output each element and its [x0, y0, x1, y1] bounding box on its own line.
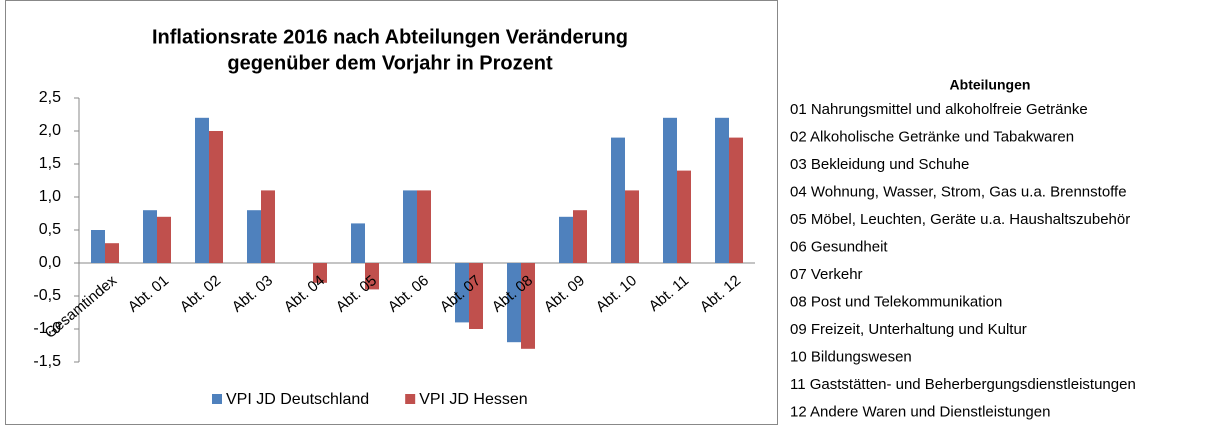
panel-item: 03 Bekleidung und Schuhe: [790, 156, 969, 173]
panel-item: 06 Gesundheit: [790, 238, 888, 255]
y-tick-label: 0,5: [39, 221, 61, 238]
legend-label: VPI JD Deutschland: [226, 391, 369, 408]
panel-item: 12 Andere Waren und Dienstleistungen: [790, 403, 1050, 420]
x-tick-label: Gesamtindex: [41, 272, 120, 342]
x-tick-label: Abt. 01: [125, 272, 172, 316]
x-tick-label: Abt. 05: [333, 272, 380, 316]
panel-item: 04 Wohnung, Wasser, Strom, Gas u.a. Bren…: [790, 183, 1127, 200]
y-tick-label: 1,0: [39, 188, 61, 205]
chart-title: Inflationsrate 2016 nach Abteilungen Ver…: [152, 26, 628, 48]
bar: [143, 210, 157, 263]
panel-item: 05 Möbel, Leuchten, Geräte u.a. Haushalt…: [790, 211, 1130, 228]
x-tick-label: Abt. 02: [177, 272, 224, 316]
bar: [677, 170, 691, 263]
legend-swatch: [405, 394, 416, 404]
bar: [611, 137, 625, 263]
y-tick-label: 2,0: [39, 122, 61, 139]
panel-item: 09 Freizeit, Unterhaltung und Kultur: [790, 321, 1027, 338]
bar: [261, 190, 275, 263]
y-tick-label: 0,0: [39, 254, 61, 271]
x-tick-label: Abt. 12: [697, 272, 744, 316]
bar: [91, 230, 105, 263]
y-tick-label: 1,5: [39, 155, 61, 172]
bar: [351, 223, 365, 263]
bar: [157, 216, 171, 263]
bar: [105, 243, 119, 263]
bar: [455, 263, 469, 323]
bar: [365, 263, 379, 290]
x-tick-label: Abt. 10: [593, 272, 640, 316]
legend-swatch: [212, 394, 222, 404]
y-tick-label: -1,0: [33, 320, 61, 337]
bar: [729, 137, 743, 263]
panel-item: 11 Gaststätten- und Beherbergungsdienstl…: [790, 376, 1136, 393]
y-tick-label: -0,5: [33, 287, 61, 304]
panel-item: 07 Verkehr: [790, 266, 863, 283]
x-tick-label: Abt. 03: [229, 272, 276, 316]
bar: [469, 263, 483, 329]
x-tick-label: Abt. 06: [385, 272, 432, 316]
bar: [521, 263, 535, 349]
x-tick-label: Abt. 09: [541, 272, 588, 316]
panel-item: 02 Alkoholische Getränke und Tabakwaren: [790, 128, 1074, 145]
bar: [313, 263, 327, 283]
bar: [559, 216, 573, 263]
bar: [247, 210, 261, 263]
bar: [715, 117, 729, 263]
y-tick-label: 2,5: [39, 89, 61, 106]
panel-item: 10 Bildungswesen: [790, 348, 912, 365]
x-tick-label: Abt. 04: [281, 272, 328, 316]
x-tick-label: Abt. 11: [646, 272, 692, 315]
bar: [573, 210, 587, 263]
legend-label: VPI JD Hessen: [419, 391, 527, 408]
bar: [625, 190, 639, 263]
bar: [663, 117, 677, 263]
bar: [195, 117, 209, 263]
y-tick-label: -1,5: [33, 353, 61, 370]
bar: [209, 131, 223, 263]
panel-item: 08 Post und Telekommunikation: [790, 293, 1002, 310]
panel-item: 01 Nahrungsmittel und alkoholfreie Geträ…: [790, 101, 1088, 118]
chart-title: gegenüber dem Vorjahr in Prozent: [227, 52, 553, 74]
bar: [507, 263, 521, 343]
bar: [403, 190, 417, 263]
panel-title: Abteilungen: [950, 77, 1031, 93]
bar: [417, 190, 431, 263]
